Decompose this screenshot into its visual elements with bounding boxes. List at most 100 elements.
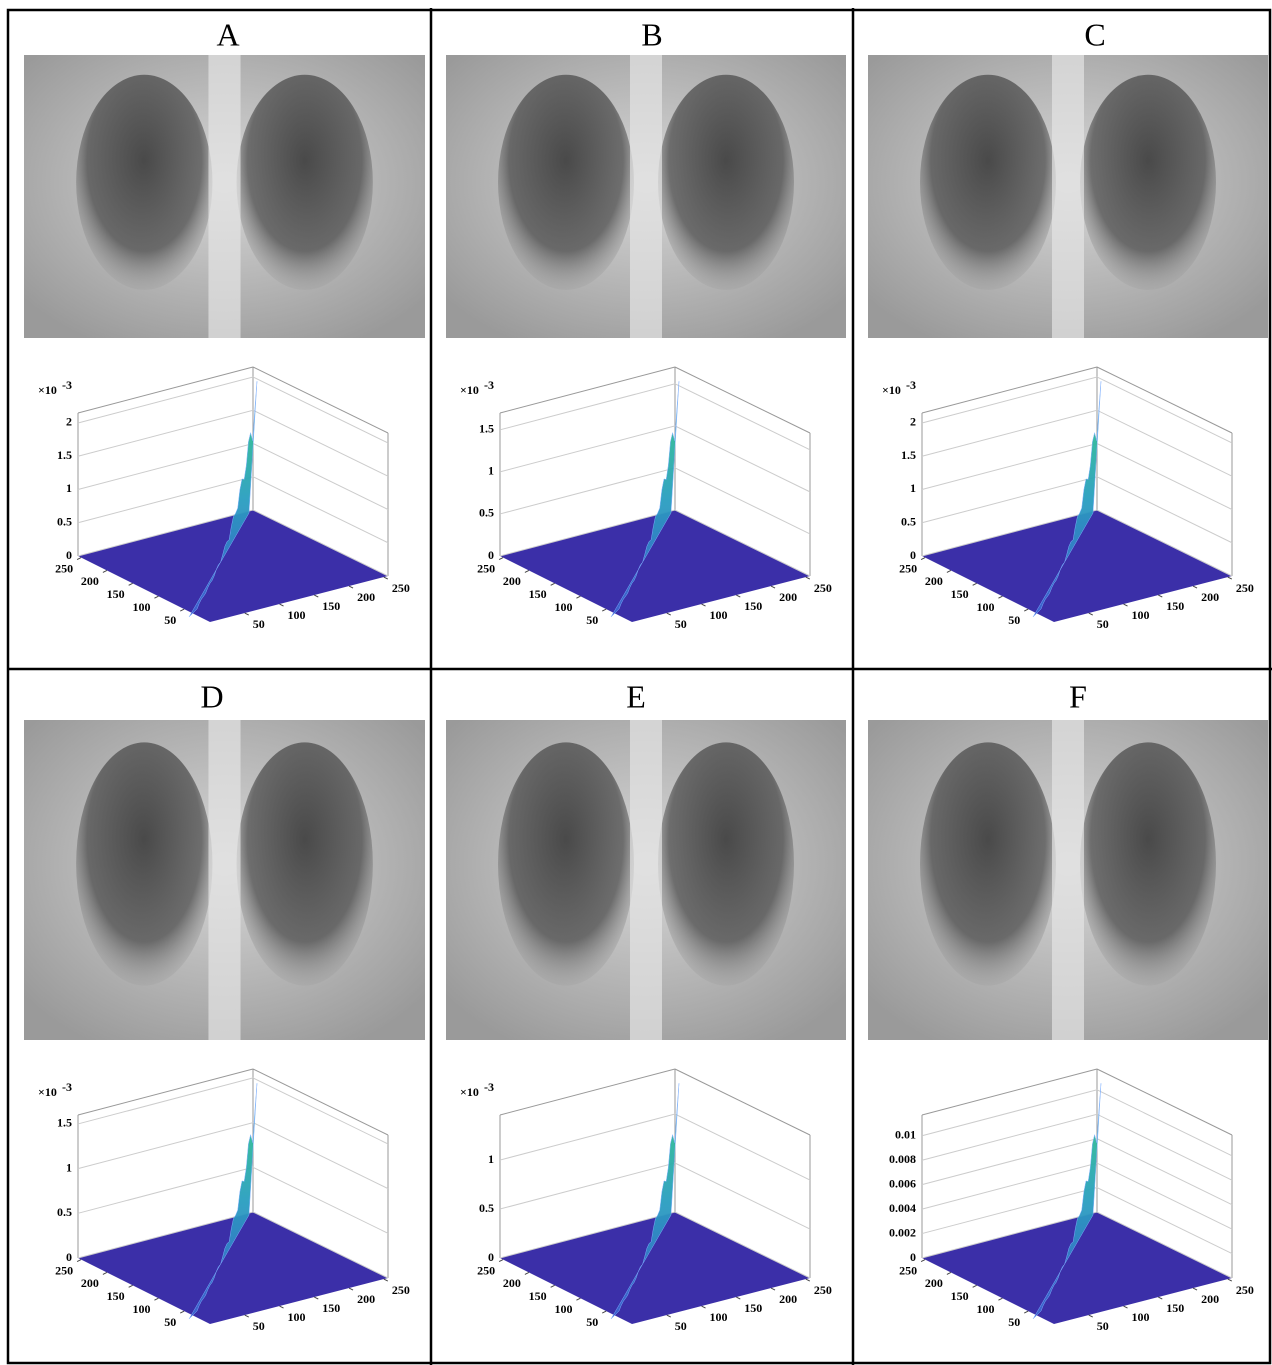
grid-line — [922, 1139, 1232, 1205]
axis-line — [500, 367, 675, 413]
tick-mark — [1024, 1311, 1028, 1313]
y-tick-label: 200 — [925, 1276, 943, 1290]
xray-image — [446, 55, 846, 338]
y-tick-label: 50 — [164, 613, 176, 627]
y-tick-label: 150 — [529, 587, 547, 601]
y-tick-label: 200 — [81, 1276, 99, 1290]
z-tick-label: 0 — [66, 1250, 72, 1264]
z-tick-label: 0.006 — [889, 1176, 916, 1190]
y-tick-label: 100 — [976, 600, 994, 614]
x-tick-label: 100 — [1132, 608, 1150, 622]
z-tick-label: 0.008 — [889, 1152, 916, 1166]
y-tick-label: 100 — [554, 600, 572, 614]
axis-line — [922, 367, 1097, 413]
x-tick-label: 150 — [744, 599, 762, 613]
x-tick-label: 150 — [1166, 1301, 1184, 1315]
z-tick-label: 0.5 — [479, 506, 494, 520]
tick-mark — [806, 1279, 810, 1281]
spine — [208, 55, 240, 338]
z-tick-label: 1 — [488, 464, 494, 478]
lung — [237, 742, 373, 985]
lung — [658, 742, 794, 985]
z-tick-label: 1 — [66, 1160, 72, 1174]
z-tick-label: 0.5 — [57, 514, 72, 528]
x-tick-label: 50 — [253, 617, 265, 631]
x-tick-label: 250 — [1236, 1283, 1254, 1297]
y-tick-label: 250 — [899, 561, 917, 575]
lung — [1080, 75, 1216, 290]
tick-mark — [736, 595, 740, 597]
tick-mark — [1158, 1297, 1162, 1299]
z-tick-label: 0 — [488, 1250, 494, 1264]
tick-mark — [154, 1298, 158, 1300]
tick-mark — [525, 570, 529, 572]
y-tick-label: 250 — [477, 1263, 495, 1277]
tick-mark — [576, 596, 580, 598]
tick-mark — [921, 558, 925, 560]
lung — [76, 75, 212, 290]
tick-mark — [551, 1285, 555, 1287]
axis-line — [922, 1069, 1097, 1115]
scale-label: ×10 — [460, 1085, 479, 1099]
panel: C00.511.52×10-35010015020025050100150200… — [868, 16, 1268, 630]
tick-mark — [702, 604, 706, 606]
z-tick-label: 0 — [910, 1250, 916, 1264]
tick-mark — [280, 1306, 284, 1308]
tick-mark — [602, 609, 606, 611]
y-tick-label: 200 — [925, 574, 943, 588]
tick-mark — [771, 1288, 775, 1290]
tick-mark — [667, 613, 671, 615]
scale-label: ×10 — [38, 1085, 57, 1099]
z-tick-label: 0 — [910, 548, 916, 562]
x-tick-label: 150 — [1166, 599, 1184, 613]
y-tick-label: 200 — [503, 1276, 521, 1290]
panel-label: C — [1084, 16, 1105, 52]
lung — [920, 75, 1056, 290]
figure: A00.511.52×10-35010015020025050100150200… — [0, 0, 1272, 1365]
z-tick-label: 1 — [66, 481, 72, 495]
grid-line — [500, 384, 810, 450]
axis-line — [675, 367, 810, 433]
x-tick-label: 250 — [1236, 581, 1254, 595]
tick-mark — [602, 1311, 606, 1313]
z-tick-label: 1.5 — [901, 448, 916, 462]
tick-mark — [702, 1306, 706, 1308]
tick-mark — [1124, 604, 1128, 606]
scale-exponent: -3 — [62, 1080, 72, 1094]
tick-mark — [947, 570, 951, 572]
scale-label: ×10 — [882, 383, 901, 397]
y-tick-label: 150 — [951, 587, 969, 601]
tick-mark — [1089, 613, 1093, 615]
axis-line — [253, 1069, 388, 1135]
axis-line — [78, 367, 253, 413]
tick-mark — [998, 596, 1002, 598]
x-tick-label: 200 — [1201, 590, 1219, 604]
y-tick-label: 250 — [477, 561, 495, 575]
surface-plot: 00.511.5×10-3501001502002505010015020025… — [460, 367, 832, 631]
axis-line — [1097, 367, 1232, 433]
tick-mark — [129, 1285, 133, 1287]
tick-mark — [103, 570, 107, 572]
spine — [630, 720, 662, 1040]
axis-line — [78, 1069, 253, 1115]
surface-plot: 00.511.5×10-3501001502002505010015020025… — [38, 1069, 410, 1333]
tick-mark — [921, 1260, 925, 1262]
tick-mark — [349, 1288, 353, 1290]
scale-exponent: -3 — [484, 378, 494, 392]
tick-mark — [314, 1297, 318, 1299]
z-tick-label: 0.002 — [889, 1225, 916, 1239]
panel: F00.0020.0040.0060.0080.0150100150200250… — [868, 678, 1268, 1332]
z-tick-label: 2 — [66, 415, 72, 429]
y-tick-label: 50 — [1008, 1315, 1020, 1329]
xray-image — [446, 720, 846, 1040]
tick-mark — [1193, 586, 1197, 588]
spine — [208, 720, 240, 1040]
tick-mark — [129, 583, 133, 585]
tick-mark — [77, 1260, 81, 1262]
tick-mark — [499, 558, 503, 560]
surface-plot: 00.511.52×10-350100150200250501001502002… — [882, 367, 1254, 631]
lung — [498, 75, 634, 290]
surface-plot: 00.0020.0040.0060.0080.01501001502002505… — [889, 1069, 1254, 1333]
grid-line — [78, 1123, 388, 1189]
tick-mark — [1228, 577, 1232, 579]
